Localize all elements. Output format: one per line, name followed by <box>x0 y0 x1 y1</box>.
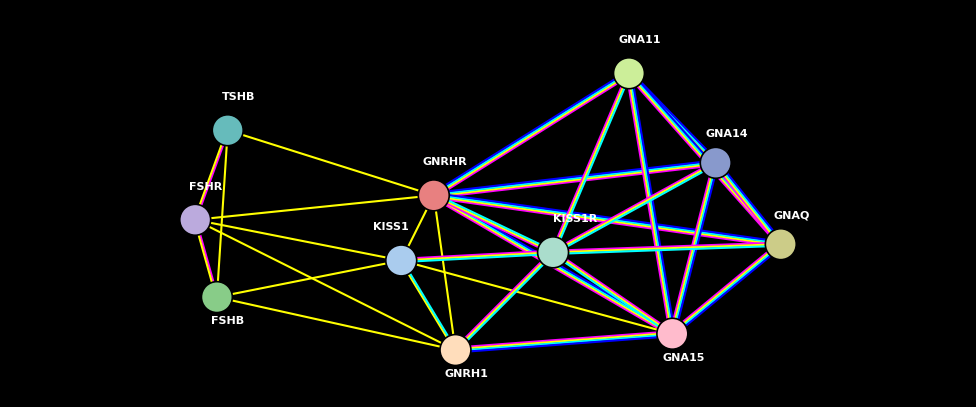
Text: KISS1: KISS1 <box>373 222 408 232</box>
Ellipse shape <box>700 147 731 178</box>
Text: GNA11: GNA11 <box>619 35 661 45</box>
Text: GNA14: GNA14 <box>706 129 748 139</box>
Text: GNRHR: GNRHR <box>423 157 467 167</box>
Ellipse shape <box>765 229 796 260</box>
Ellipse shape <box>180 204 211 235</box>
Ellipse shape <box>212 115 243 146</box>
Text: GNA15: GNA15 <box>662 352 705 363</box>
Text: GNRH1: GNRH1 <box>444 369 488 379</box>
Text: GNAQ: GNAQ <box>773 210 810 220</box>
Ellipse shape <box>538 237 569 268</box>
Ellipse shape <box>657 318 688 349</box>
Text: KISS1R: KISS1R <box>552 214 597 224</box>
Ellipse shape <box>614 58 644 89</box>
Ellipse shape <box>386 245 417 276</box>
Text: TSHB: TSHB <box>222 92 256 102</box>
Ellipse shape <box>201 282 232 313</box>
Ellipse shape <box>440 335 471 365</box>
Text: FSHB: FSHB <box>211 316 244 326</box>
Text: FSHR: FSHR <box>189 182 223 192</box>
Ellipse shape <box>419 180 449 211</box>
